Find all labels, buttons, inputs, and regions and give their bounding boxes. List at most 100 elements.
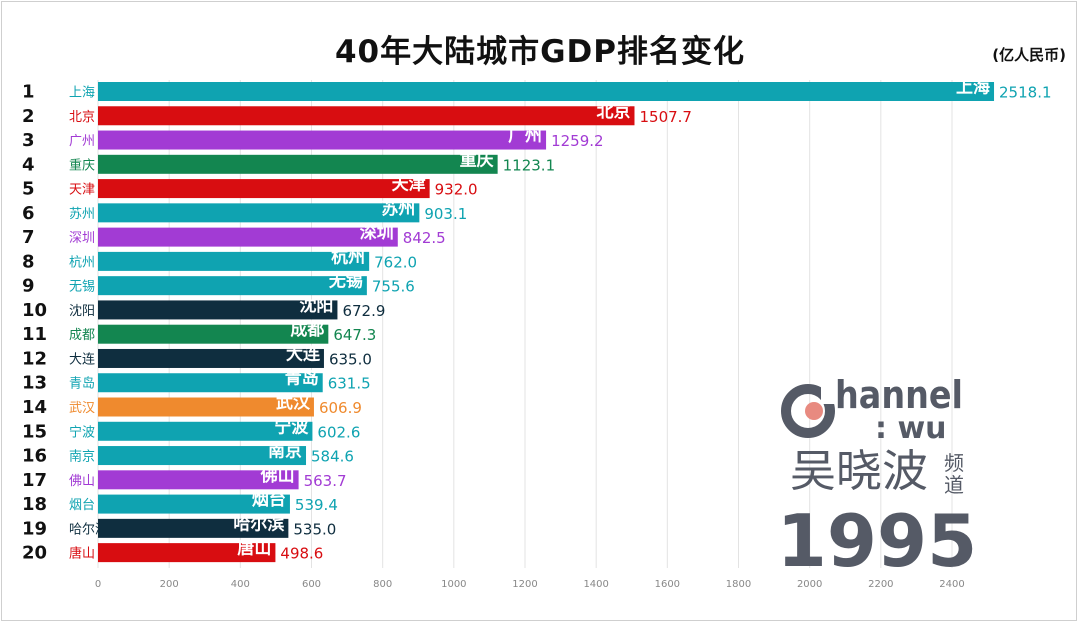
rank-label: 1 xyxy=(22,82,35,103)
bar xyxy=(98,470,299,490)
logo-ring-gap xyxy=(821,386,837,404)
bar-city-label: 苏州 xyxy=(381,198,415,219)
x-tick-label: 600 xyxy=(302,579,321,590)
bar-value-label: 535.0 xyxy=(293,520,336,538)
bar-value-label: 602.6 xyxy=(317,423,360,441)
x-tick-label: 1800 xyxy=(726,579,751,590)
rank-label: 13 xyxy=(22,373,47,394)
city-axis-label: 唐山 xyxy=(69,546,95,562)
rank-label: 7 xyxy=(22,227,35,248)
rank-label: 4 xyxy=(22,154,35,175)
bar-city-label: 杭州 xyxy=(331,246,365,267)
rank-label: 20 xyxy=(22,543,47,564)
rank-label: 14 xyxy=(22,397,47,418)
city-axis-label: 青岛 xyxy=(69,376,95,392)
bar-value-label: 647.3 xyxy=(333,326,376,344)
rank-label: 6 xyxy=(22,203,35,224)
rank-label: 8 xyxy=(22,251,35,272)
x-tick-label: 2400 xyxy=(939,579,964,590)
x-tick-label: 1200 xyxy=(512,579,537,590)
city-axis-label: 无锡 xyxy=(69,280,95,295)
bar xyxy=(98,130,547,150)
city-axis-label: 南京 xyxy=(69,449,95,465)
bar xyxy=(98,324,329,344)
city-axis-label: 大连 xyxy=(69,351,95,367)
rank-label: 16 xyxy=(22,446,47,467)
bar-city-label: 南京 xyxy=(268,441,302,462)
city-axis-label: 上海 xyxy=(69,86,95,101)
x-tick-label: 200 xyxy=(160,579,179,590)
bar-city-label: 上海 xyxy=(956,77,990,98)
x-tick-label: 0 xyxy=(95,579,101,590)
rank-label: 3 xyxy=(22,130,35,151)
bar xyxy=(98,397,314,417)
bar xyxy=(98,203,420,223)
x-tick-label: 2000 xyxy=(797,579,822,590)
year-label: 1995 xyxy=(777,499,977,583)
bar-value-label: 672.9 xyxy=(342,302,385,320)
bar-value-label: 631.5 xyxy=(328,375,371,393)
bar xyxy=(98,82,995,101)
bar-value-label: 563.7 xyxy=(304,472,347,490)
city-axis-label: 杭州 xyxy=(69,255,95,270)
unit-label: (亿人民币) xyxy=(992,46,1066,64)
bar xyxy=(98,300,338,320)
chart-title: 40年大陆城市GDP排名变化 xyxy=(334,34,746,70)
bar-city-label: 哈尔滨 xyxy=(233,513,284,534)
bar xyxy=(98,373,323,393)
bar-value-label: 755.6 xyxy=(372,278,415,296)
bar-city-label: 烟台 xyxy=(252,489,286,510)
bar-value-label: 1507.7 xyxy=(639,108,692,126)
logo-ring xyxy=(781,384,835,438)
rank-label: 18 xyxy=(22,494,47,515)
bar-city-label: 广州 xyxy=(508,125,542,146)
bar-city-label: 青岛 xyxy=(285,368,319,389)
city-axis-label: 重庆 xyxy=(69,157,95,173)
bar-value-label: 932.0 xyxy=(435,181,478,199)
bar xyxy=(98,518,289,538)
bar xyxy=(98,494,290,514)
bar xyxy=(98,276,367,296)
bar-city-label: 大连 xyxy=(286,343,321,364)
bar xyxy=(98,106,635,126)
bar xyxy=(98,446,307,466)
rank-label: 9 xyxy=(22,276,35,297)
bar-value-label: 606.9 xyxy=(319,399,362,417)
city-axis-label: 广州 xyxy=(69,134,95,149)
city-axis-label: 深圳 xyxy=(69,231,95,246)
x-axis: 0 200 400 600 800 1000 1200 1400 1600 1800 2000 220… xyxy=(95,579,965,590)
bar-city-label: 宁波 xyxy=(274,416,309,437)
rank-label: 12 xyxy=(22,348,47,369)
bar xyxy=(98,251,370,271)
bar-value-label: 539.4 xyxy=(295,496,338,514)
rank-label: 10 xyxy=(22,300,47,321)
x-tick-label: 1400 xyxy=(583,579,608,590)
bar-value-label: 584.6 xyxy=(311,448,354,466)
rank-label: 11 xyxy=(22,324,47,345)
logo-pindao-2: 道 xyxy=(944,473,964,497)
bar-value-label: 762.0 xyxy=(374,253,417,271)
bar-value-label: 1259.2 xyxy=(551,132,604,150)
bar-city-label: 佛山 xyxy=(260,465,295,486)
bar xyxy=(98,154,498,174)
rank-label: 15 xyxy=(22,421,47,442)
bar xyxy=(98,179,430,199)
bar-city-label: 天津 xyxy=(392,174,426,195)
bar-city-label: 北京 xyxy=(596,101,630,122)
x-tick-label: 1000 xyxy=(441,579,466,590)
city-axis-label: 苏州 xyxy=(69,206,95,222)
city-axis-label: 成都 xyxy=(69,328,95,343)
bar-value-label: 498.6 xyxy=(280,545,323,563)
x-tick-label: 1600 xyxy=(655,579,680,590)
rank-label: 19 xyxy=(22,518,47,539)
city-axis-label: 宁波 xyxy=(69,424,95,440)
bar xyxy=(98,543,276,563)
logo-brand-text: hannel xyxy=(835,373,963,417)
logo-sub-text: : wu xyxy=(875,411,947,446)
logo-dot xyxy=(805,402,823,420)
bars: 1 上海 上海 2518.1 2 北京 北京 1507.7 3 广州 广州 1259.2 4 重庆 重庆 11… xyxy=(22,77,1052,564)
bar xyxy=(98,348,324,368)
bar-value-label: 842.5 xyxy=(403,229,446,247)
bar xyxy=(98,227,398,247)
